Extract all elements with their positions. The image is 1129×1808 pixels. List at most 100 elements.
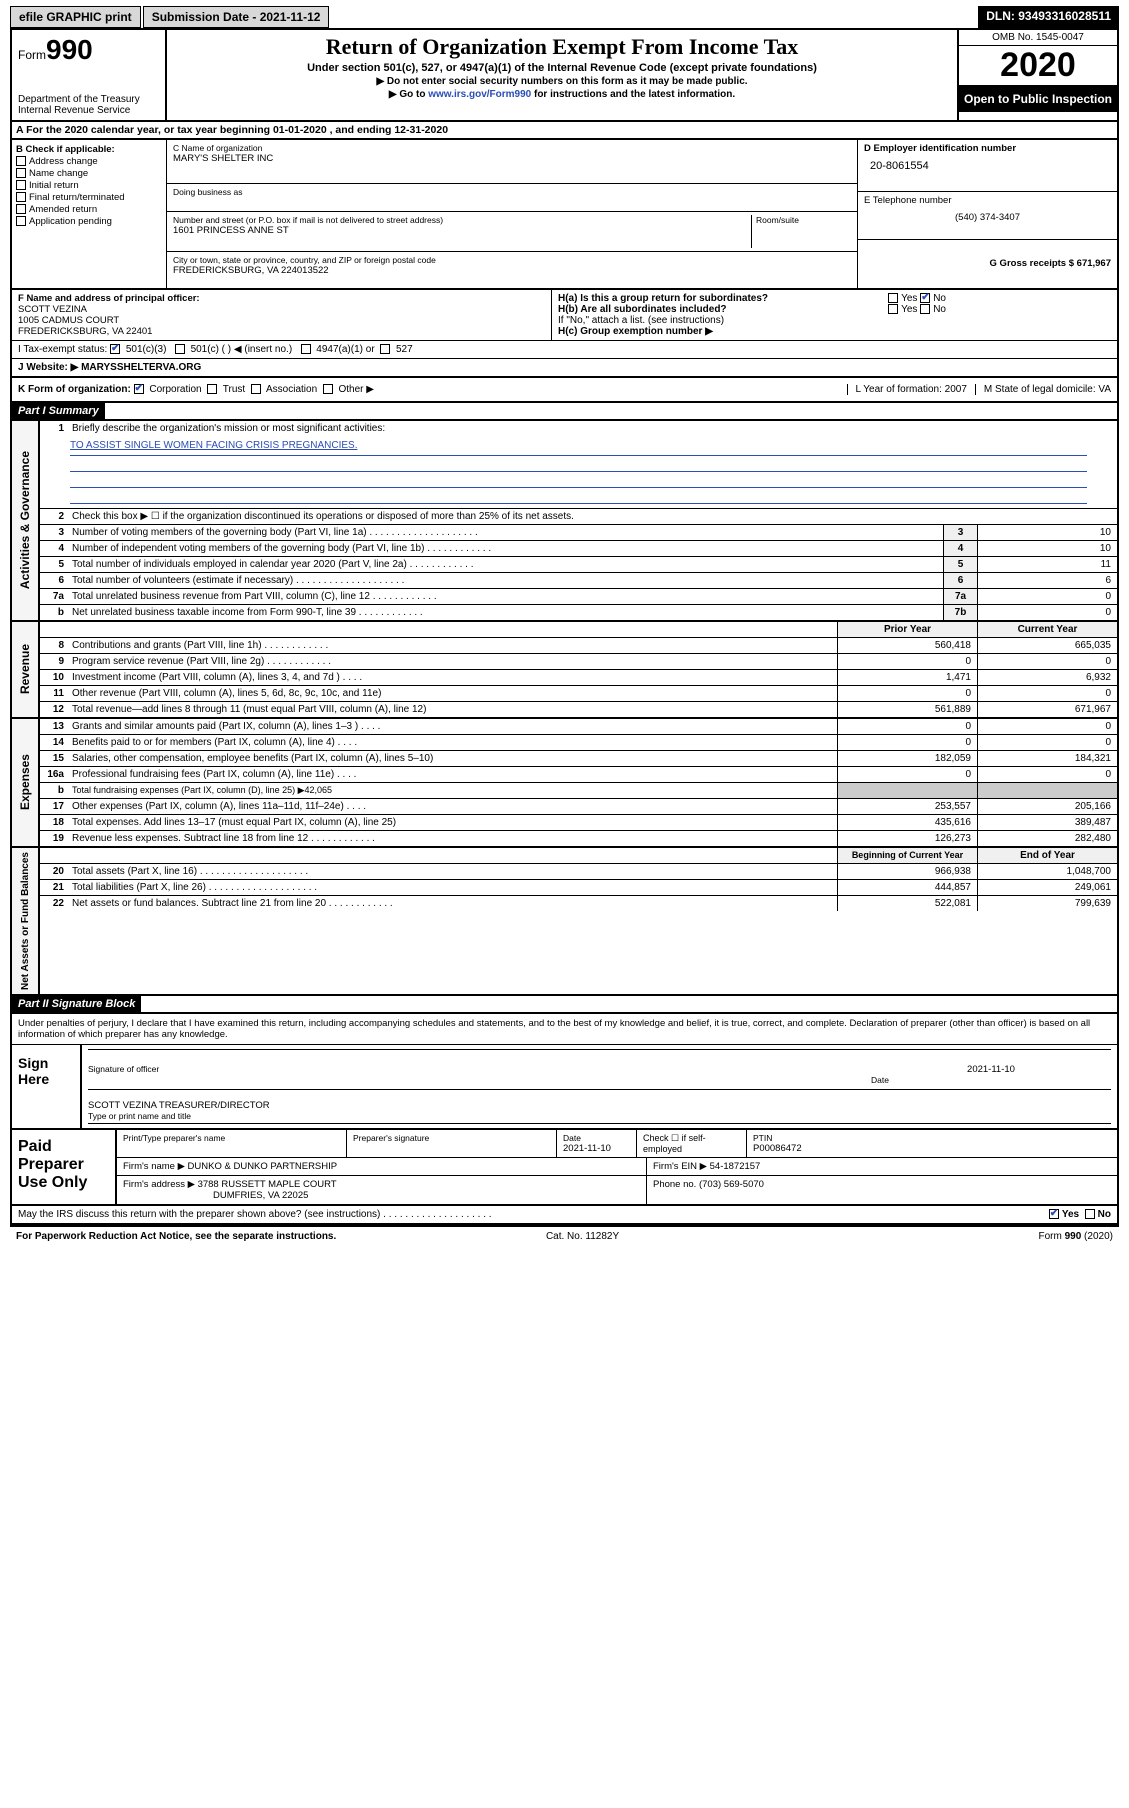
chk-initial-return[interactable]: Initial return — [16, 180, 162, 191]
line22-py: 522,081 — [837, 896, 977, 911]
vtab-revenue: Revenue — [16, 640, 34, 698]
irs-label: Internal Revenue Service — [18, 105, 159, 116]
line18-cy: 389,487 — [977, 815, 1117, 830]
city-state-zip: FREDERICKSBURG, VA 224013522 — [173, 265, 851, 276]
officer-addr1: 1005 CADMUS COURT — [18, 315, 545, 326]
paid-preparer-block: Paid Preparer Use Only Print/Type prepar… — [10, 1130, 1119, 1206]
org-name: MARY'S SHELTER INC — [173, 153, 851, 164]
section-activities-governance: Activities & Governance 1Briefly describ… — [10, 421, 1119, 622]
form-subtitle: Under section 501(c), 527, or 4947(a)(1)… — [175, 62, 949, 74]
officer-label: F Name and address of principal officer: — [18, 293, 545, 304]
mission-text: TO ASSIST SINGLE WOMEN FACING CRISIS PRE… — [70, 440, 1087, 456]
line21-py: 444,857 — [837, 880, 977, 895]
ssn-warning: ▶ Do not enter social security numbers o… — [175, 76, 949, 87]
line21-desc: Total liabilities (Part X, line 26) — [68, 880, 837, 895]
line5-val: 11 — [977, 557, 1117, 572]
chk-name-change[interactable]: Name change — [16, 168, 162, 179]
line14-cy: 0 — [977, 735, 1117, 750]
chk-527[interactable] — [380, 344, 390, 354]
pdate: 2021-11-10 — [563, 1143, 630, 1154]
line3-val: 10 — [977, 525, 1117, 540]
line20-desc: Total assets (Part X, line 16) — [68, 864, 837, 879]
line13-desc: Grants and similar amounts paid (Part IX… — [68, 719, 837, 734]
line10-py: 1,471 — [837, 670, 977, 685]
line11-py: 0 — [837, 686, 977, 701]
line19-py: 126,273 — [837, 831, 977, 846]
psig-label: Preparer's signature — [353, 1133, 550, 1143]
line1-desc: Briefly describe the organization's miss… — [68, 421, 1117, 436]
line4-desc: Number of independent voting members of … — [68, 541, 943, 556]
sig-officer-label: Signature of officer — [88, 1064, 159, 1074]
line11-cy: 0 — [977, 686, 1117, 701]
line9-cy: 0 — [977, 654, 1117, 669]
chk-corp[interactable] — [134, 384, 144, 394]
addr-label: Number and street (or P.O. box if mail i… — [173, 215, 751, 225]
ein-label: D Employer identification number — [864, 143, 1111, 154]
line8-cy: 665,035 — [977, 638, 1117, 653]
line14-py: 0 — [837, 735, 977, 750]
irs-link[interactable]: www.irs.gov/Form990 — [428, 89, 531, 100]
form-number: Form990 — [18, 34, 159, 66]
dln: DLN: 93493316028511 — [978, 6, 1119, 28]
hb-note: If "No," attach a list. (see instruction… — [558, 315, 946, 326]
vtab-net: Net Assets or Fund Balances — [18, 848, 33, 994]
type-label: Type or print name and title — [88, 1111, 1111, 1121]
line2-desc: Check this box ▶ ☐ if the organization d… — [68, 509, 1117, 524]
line16a-cy: 0 — [977, 767, 1117, 782]
chk-app-pending[interactable]: Application pending — [16, 216, 162, 227]
officer-tax-grid: F Name and address of principal officer:… — [10, 290, 1119, 378]
line16a-desc: Professional fundraising fees (Part IX, … — [68, 767, 837, 782]
website-row: J Website: ▶ MARYSSHELTERVA.ORG — [12, 358, 1117, 376]
line19-cy: 282,480 — [977, 831, 1117, 846]
discuss-no[interactable] — [1085, 1209, 1095, 1219]
state-domicile: M State of legal domicile: VA — [975, 384, 1111, 395]
line7b-val: 0 — [977, 605, 1117, 620]
self-employed-chk[interactable]: Check ☐ if self-employed — [637, 1130, 747, 1157]
line14-desc: Benefits paid to or for members (Part IX… — [68, 735, 837, 750]
tel-value: (540) 374-3407 — [864, 206, 1111, 223]
paperwork-notice: For Paperwork Reduction Act Notice, see … — [16, 1231, 336, 1242]
eoy-hdr: End of Year — [977, 848, 1117, 863]
omb-number: OMB No. 1545-0047 — [959, 30, 1117, 46]
sign-here-label: Sign Here — [12, 1045, 82, 1128]
chk-501c[interactable] — [175, 344, 185, 354]
line7a-val: 0 — [977, 589, 1117, 604]
sig-date-label: Date — [871, 1075, 1111, 1085]
line10-desc: Investment income (Part VIII, column (A)… — [68, 670, 837, 685]
line15-py: 182,059 — [837, 751, 977, 766]
firm-name: DUNKO & DUNKO PARTNERSHIP — [188, 1161, 338, 1172]
discuss-yes[interactable] — [1049, 1209, 1059, 1219]
line16b-desc: Total fundraising expenses (Part IX, col… — [68, 783, 837, 798]
line3-desc: Number of voting members of the governin… — [68, 525, 943, 540]
line18-desc: Total expenses. Add lines 13–17 (must eq… — [68, 815, 837, 830]
prior-year-hdr: Prior Year — [837, 622, 977, 637]
line6-desc: Total number of volunteers (estimate if … — [68, 573, 943, 588]
chk-other[interactable] — [323, 384, 333, 394]
chk-assoc[interactable] — [251, 384, 261, 394]
line4-val: 10 — [977, 541, 1117, 556]
firm-addr2: DUMFRIES, VA 22025 — [123, 1190, 640, 1201]
row-a-period: A For the 2020 calendar year, or tax yea… — [10, 122, 1119, 140]
form-header: Form990 Department of the Treasury Inter… — [10, 28, 1119, 122]
line18-py: 435,616 — [837, 815, 977, 830]
line10-cy: 6,932 — [977, 670, 1117, 685]
chk-amended[interactable]: Amended return — [16, 204, 162, 215]
line16b-py — [837, 783, 977, 798]
chk-trust[interactable] — [207, 384, 217, 394]
tax-exempt-row: I Tax-exempt status: 501(c)(3) 501(c) ( … — [12, 340, 1117, 358]
website-value[interactable]: MARYSSHELTERVA.ORG — [78, 362, 201, 373]
chk-final-return[interactable]: Final return/terminated — [16, 192, 162, 203]
form-title: Return of Organization Exempt From Incom… — [175, 34, 949, 60]
chk-4947[interactable] — [301, 344, 311, 354]
efile-button[interactable]: efile GRAPHIC print — [10, 6, 141, 28]
chk-501c3[interactable] — [110, 344, 120, 354]
line13-cy: 0 — [977, 719, 1117, 734]
line11-desc: Other revenue (Part VIII, column (A), li… — [68, 686, 837, 701]
line22-desc: Net assets or fund balances. Subtract li… — [68, 896, 837, 911]
chk-address-change[interactable]: Address change — [16, 156, 162, 167]
ptin-value: P00086472 — [753, 1143, 1111, 1154]
section-revenue: Revenue Prior YearCurrent Year 8Contribu… — [10, 622, 1119, 719]
line12-desc: Total revenue—add lines 8 through 11 (mu… — [68, 702, 837, 717]
current-year-hdr: Current Year — [977, 622, 1117, 637]
line17-desc: Other expenses (Part IX, column (A), lin… — [68, 799, 837, 814]
